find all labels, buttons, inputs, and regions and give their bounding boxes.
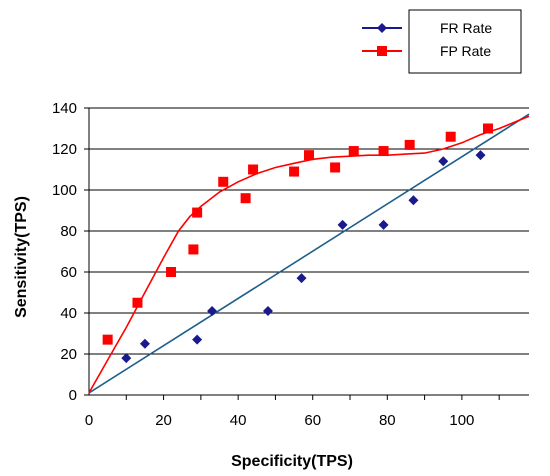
x-tick-label: 0 bbox=[85, 412, 93, 429]
data-point-fp-rate bbox=[188, 244, 199, 255]
data-point-fp-rate bbox=[445, 131, 456, 142]
data-point-fp-rate bbox=[289, 166, 300, 177]
data-point-fp-rate bbox=[348, 146, 359, 157]
tick-labels: 0 20 40 60 80 100 120 140 0 20 40 60 80 100 bbox=[52, 100, 474, 429]
y-tick-label: 20 bbox=[60, 346, 77, 363]
legend-box bbox=[408, 9, 522, 74]
data-point-fr-rate bbox=[296, 273, 307, 284]
x-tick-label: 60 bbox=[304, 412, 321, 429]
data-point-fp-rate bbox=[102, 334, 113, 345]
y-tick-label: 0 bbox=[69, 387, 77, 404]
data-point-fr-rate bbox=[408, 195, 419, 206]
data-points bbox=[102, 123, 493, 364]
data-point-fr-rate bbox=[438, 156, 449, 167]
data-point-fp-rate bbox=[192, 207, 203, 218]
data-point-fp-rate bbox=[248, 164, 259, 175]
data-point-fr-rate bbox=[192, 334, 203, 345]
data-point-fr-rate bbox=[207, 305, 218, 316]
legend-label-fp: FP Rate bbox=[440, 43, 491, 59]
data-point-fr-rate bbox=[475, 150, 486, 161]
y-axis-title: Sensitivity(TPS) bbox=[13, 196, 30, 318]
y-tick-label: 140 bbox=[52, 100, 77, 117]
data-point-fr-rate bbox=[139, 338, 150, 349]
data-point-fr-rate bbox=[378, 219, 389, 230]
x-tick-label: 20 bbox=[155, 412, 172, 429]
data-point-fp-rate bbox=[330, 162, 341, 173]
data-point-fp-rate bbox=[218, 176, 229, 187]
legend-label-fr: FR Rate bbox=[440, 20, 492, 36]
data-point-fp-rate bbox=[240, 193, 251, 204]
data-point-fp-rate bbox=[482, 123, 493, 134]
legend-marker-fr bbox=[377, 23, 387, 33]
data-point-fp-rate bbox=[132, 297, 143, 308]
y-tick-label: 120 bbox=[52, 141, 77, 158]
x-axis-title: Specificity(TPS) bbox=[231, 453, 353, 470]
y-tick-label: 80 bbox=[60, 223, 77, 240]
trend-line-fp-rate bbox=[88, 115, 530, 394]
x-tick-label: 40 bbox=[230, 412, 247, 429]
data-point-fp-rate bbox=[304, 150, 314, 161]
y-tick-label: 40 bbox=[60, 305, 77, 322]
axes bbox=[84, 107, 529, 400]
data-point-fp-rate bbox=[404, 139, 415, 150]
legend-marker-fp bbox=[377, 46, 387, 56]
data-point-fp-rate bbox=[378, 146, 389, 157]
data-point-fr-rate bbox=[121, 353, 132, 364]
data-point-fp-rate bbox=[166, 267, 177, 277]
trend-lines bbox=[88, 113, 530, 394]
data-point-fr-rate bbox=[262, 305, 273, 316]
trend-line-fr-rate bbox=[88, 113, 530, 394]
grid-lines bbox=[89, 107, 529, 355]
legend: FR Rate FP Rate bbox=[362, 9, 522, 74]
y-tick-label: 100 bbox=[52, 182, 77, 199]
y-tick-label: 60 bbox=[60, 264, 77, 281]
data-point-fr-rate bbox=[337, 219, 348, 230]
x-tick-label: 80 bbox=[379, 412, 396, 429]
x-tick-label: 100 bbox=[449, 412, 474, 429]
